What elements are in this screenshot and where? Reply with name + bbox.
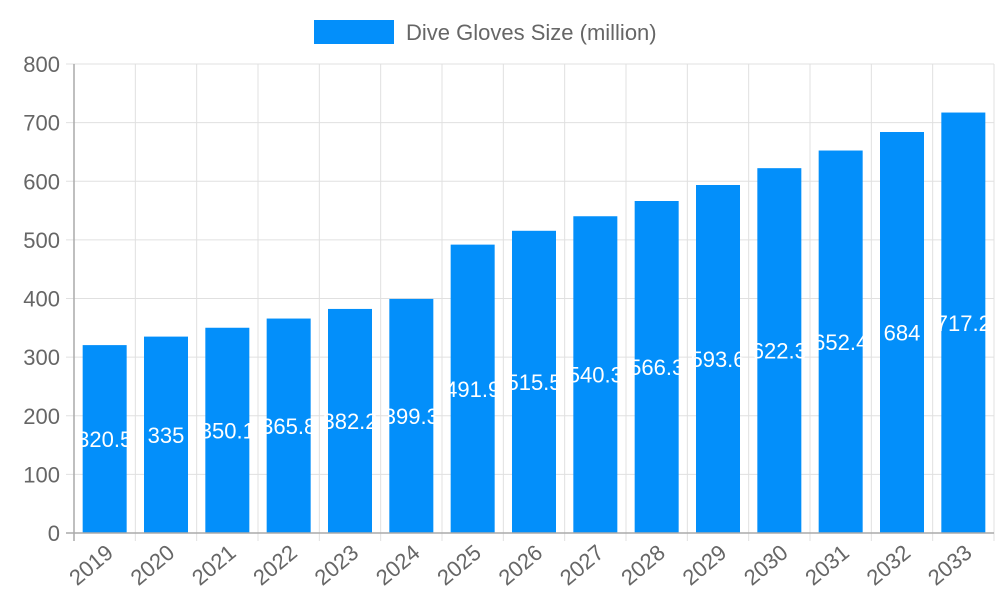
- bar: [941, 112, 986, 533]
- bar: [144, 336, 188, 533]
- y-tick-label: 0: [48, 521, 60, 546]
- data-label: 593.6: [690, 347, 745, 372]
- bar: [696, 185, 740, 533]
- bar: [328, 308, 372, 533]
- legend-label: Dive Gloves Size (million): [406, 20, 657, 45]
- bar: [266, 318, 311, 533]
- x-tick-label: 2032: [862, 540, 916, 591]
- y-tick-label: 400: [23, 287, 60, 312]
- x-tick-label: 2025: [432, 540, 486, 591]
- data-label: 566.3: [629, 355, 684, 380]
- bar: [818, 150, 863, 533]
- x-tick-label: 2030: [739, 540, 793, 591]
- y-tick-label: 800: [23, 52, 60, 77]
- data-label: 382.2: [322, 409, 377, 434]
- x-tick-label: 2022: [248, 540, 302, 591]
- bar: [634, 201, 679, 533]
- data-label: 335: [148, 423, 185, 448]
- x-tick-label: 2019: [64, 540, 118, 591]
- y-tick-label: 500: [23, 228, 60, 253]
- y-tick-label: 200: [23, 404, 60, 429]
- x-tick-label: 2026: [494, 540, 548, 591]
- bar: [757, 168, 802, 533]
- legend-swatch: [314, 20, 394, 44]
- y-tick-label: 600: [23, 169, 60, 194]
- data-label: 684: [884, 321, 921, 346]
- bar: [573, 216, 618, 533]
- bar: [205, 327, 250, 533]
- bar: [450, 244, 495, 533]
- y-tick-label: 100: [23, 462, 60, 487]
- data-label: 350.1: [200, 418, 255, 443]
- bar: [82, 345, 127, 533]
- data-label: 365.8: [261, 414, 316, 439]
- bar: [512, 230, 556, 533]
- grid: [66, 63, 995, 541]
- data-label: 515.5: [506, 370, 561, 395]
- data-label: 717.2: [936, 311, 991, 336]
- x-tick-label: 2021: [187, 540, 241, 591]
- x-tick-label: 2031: [800, 540, 854, 591]
- x-tick-label: 2029: [678, 540, 732, 591]
- data-label: 491.9: [445, 377, 500, 402]
- bars: [82, 112, 986, 533]
- x-tick-label: 2023: [310, 540, 364, 591]
- data-label: 320.5: [77, 427, 132, 452]
- y-tick-label: 700: [23, 111, 60, 136]
- x-tick-label: 2020: [126, 540, 180, 591]
- bar: [880, 132, 924, 533]
- data-label: 622.3: [752, 339, 807, 364]
- data-label: 540.3: [568, 363, 623, 388]
- legend[interactable]: Dive Gloves Size (million): [314, 20, 657, 45]
- x-tick-label: 2024: [371, 540, 425, 591]
- data-label: 652.4: [813, 330, 868, 355]
- x-tick-label: 2027: [555, 540, 609, 591]
- data-label: 399.3: [384, 404, 439, 429]
- bar: [389, 298, 434, 533]
- x-tick-label: 2033: [923, 540, 977, 591]
- x-tick-label: 2028: [616, 540, 670, 591]
- y-tick-label: 300: [23, 345, 60, 370]
